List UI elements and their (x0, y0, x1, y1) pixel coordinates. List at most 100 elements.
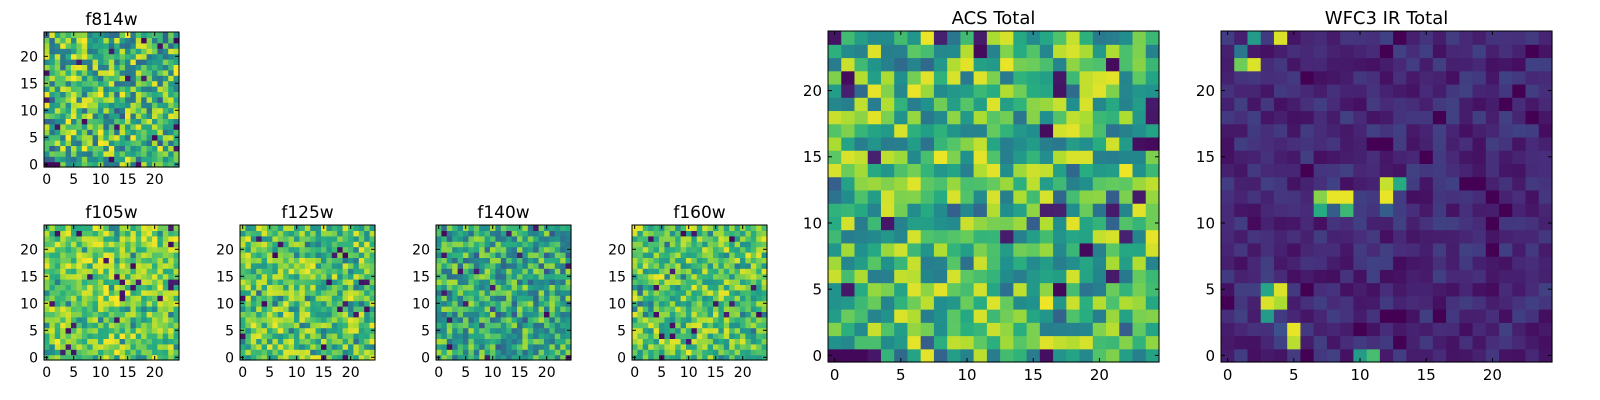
heatmap-cell (1079, 348, 1094, 363)
heatmap-cell (669, 230, 676, 237)
heatmap-cell (1221, 57, 1235, 72)
heatmap-cell (675, 225, 682, 231)
heatmap-cell (894, 136, 909, 151)
heatmap-cell (1538, 189, 1553, 204)
heatmap-cell (168, 64, 175, 71)
heatmap-cell (98, 48, 104, 55)
heatmap-cell (261, 343, 268, 350)
heatmap-cell (103, 235, 110, 242)
heatmap-cell (1313, 309, 1328, 323)
heatmap-cell (119, 343, 126, 350)
heatmap-cell (920, 269, 935, 284)
heatmap-cell (146, 91, 153, 98)
x-tick-label: 20 (342, 365, 360, 381)
heatmap-cell (369, 289, 376, 296)
heatmap-cell (986, 31, 1001, 45)
heatmap-cell (446, 306, 453, 312)
heatmap-cell (1026, 269, 1041, 284)
heatmap-cell (745, 311, 752, 318)
heatmap-cell (125, 140, 131, 146)
heatmap-cell (1499, 110, 1513, 125)
heatmap-cell (92, 235, 99, 242)
heatmap-cell (637, 273, 644, 280)
heatmap-cell (637, 252, 644, 258)
heatmap-cell (642, 333, 649, 339)
heatmap-cell (130, 235, 137, 242)
heatmap-cell (1260, 309, 1275, 323)
heatmap-cell (920, 256, 935, 270)
heatmap-cell (125, 246, 131, 253)
heatmap-cell (1406, 322, 1421, 337)
heatmap-cell (92, 80, 99, 87)
heatmap-cell (130, 241, 137, 248)
heatmap-cell (1053, 163, 1067, 178)
heatmap-cell (1313, 57, 1328, 72)
heatmap-cell (533, 284, 540, 291)
heatmap-cell (1512, 123, 1527, 138)
heatmap-cell (162, 252, 169, 258)
heatmap-cell (60, 64, 67, 71)
heatmap-cell (533, 338, 540, 345)
heatmap-cell (894, 97, 909, 112)
heatmap-cell (702, 327, 709, 334)
heatmap-cell (729, 279, 736, 285)
heatmap-cell (141, 246, 148, 253)
heatmap-cell (1525, 269, 1540, 284)
heatmap-cell (648, 289, 655, 296)
heatmap-cell (1119, 269, 1134, 284)
heatmap-cell (103, 156, 110, 163)
heatmap-cell (549, 354, 556, 361)
heatmap-cell (1326, 176, 1341, 191)
heatmap-cell (294, 279, 300, 285)
heatmap-cell (1366, 31, 1381, 45)
heatmap-cell (337, 273, 344, 280)
heatmap-cell (358, 225, 365, 231)
heatmap-cell (146, 69, 153, 76)
heatmap-cell (125, 134, 131, 141)
heatmap-cell (854, 163, 869, 178)
heatmap-cell (321, 343, 327, 350)
heatmap-cell (527, 230, 534, 237)
heatmap-cell (1393, 309, 1407, 323)
heatmap-cell (1472, 216, 1487, 231)
heatmap-cell (506, 343, 513, 350)
heatmap-cell (87, 86, 94, 92)
heatmap-cell (707, 230, 714, 237)
heatmap-cell (986, 203, 1001, 217)
heatmap-cell (457, 349, 464, 356)
heatmap-cell (1092, 216, 1107, 231)
heatmap-cell (473, 225, 480, 231)
heatmap-cell (1525, 295, 1540, 310)
heatmap-cell (1525, 70, 1540, 85)
heatmap-cell (44, 230, 50, 237)
heatmap-cell (880, 203, 895, 217)
heatmap-cell (506, 354, 513, 361)
heatmap-cell (1419, 282, 1434, 297)
heatmap-cell (1499, 176, 1513, 191)
heatmap-cell (894, 229, 909, 244)
heatmap-cell (76, 354, 83, 361)
heatmap-cell (321, 295, 327, 302)
heatmap-cell (1119, 229, 1134, 244)
heatmap-cell (1300, 256, 1315, 270)
heatmap-cell (740, 333, 746, 339)
heatmap-cell (723, 322, 730, 329)
heatmap-cell (506, 279, 513, 285)
x-tick-label: 5 (265, 365, 274, 381)
heatmap-cell (60, 289, 67, 296)
heatmap-cell (92, 91, 99, 98)
heatmap-cell (81, 145, 88, 152)
heatmap-cell (1247, 282, 1262, 297)
heatmap-cell (723, 235, 730, 242)
heatmap-cell (321, 268, 327, 275)
heatmap-cell (479, 306, 486, 312)
heatmap-cell (544, 284, 550, 291)
heatmap-cell (1379, 256, 1394, 270)
heatmap-cell (304, 235, 311, 242)
heatmap-cell (880, 335, 895, 350)
heatmap-cell (669, 241, 676, 248)
heatmap-cell (256, 241, 263, 248)
heatmap-cell (740, 300, 746, 307)
heatmap-cell (538, 225, 545, 231)
heatmap-cell (880, 348, 895, 363)
